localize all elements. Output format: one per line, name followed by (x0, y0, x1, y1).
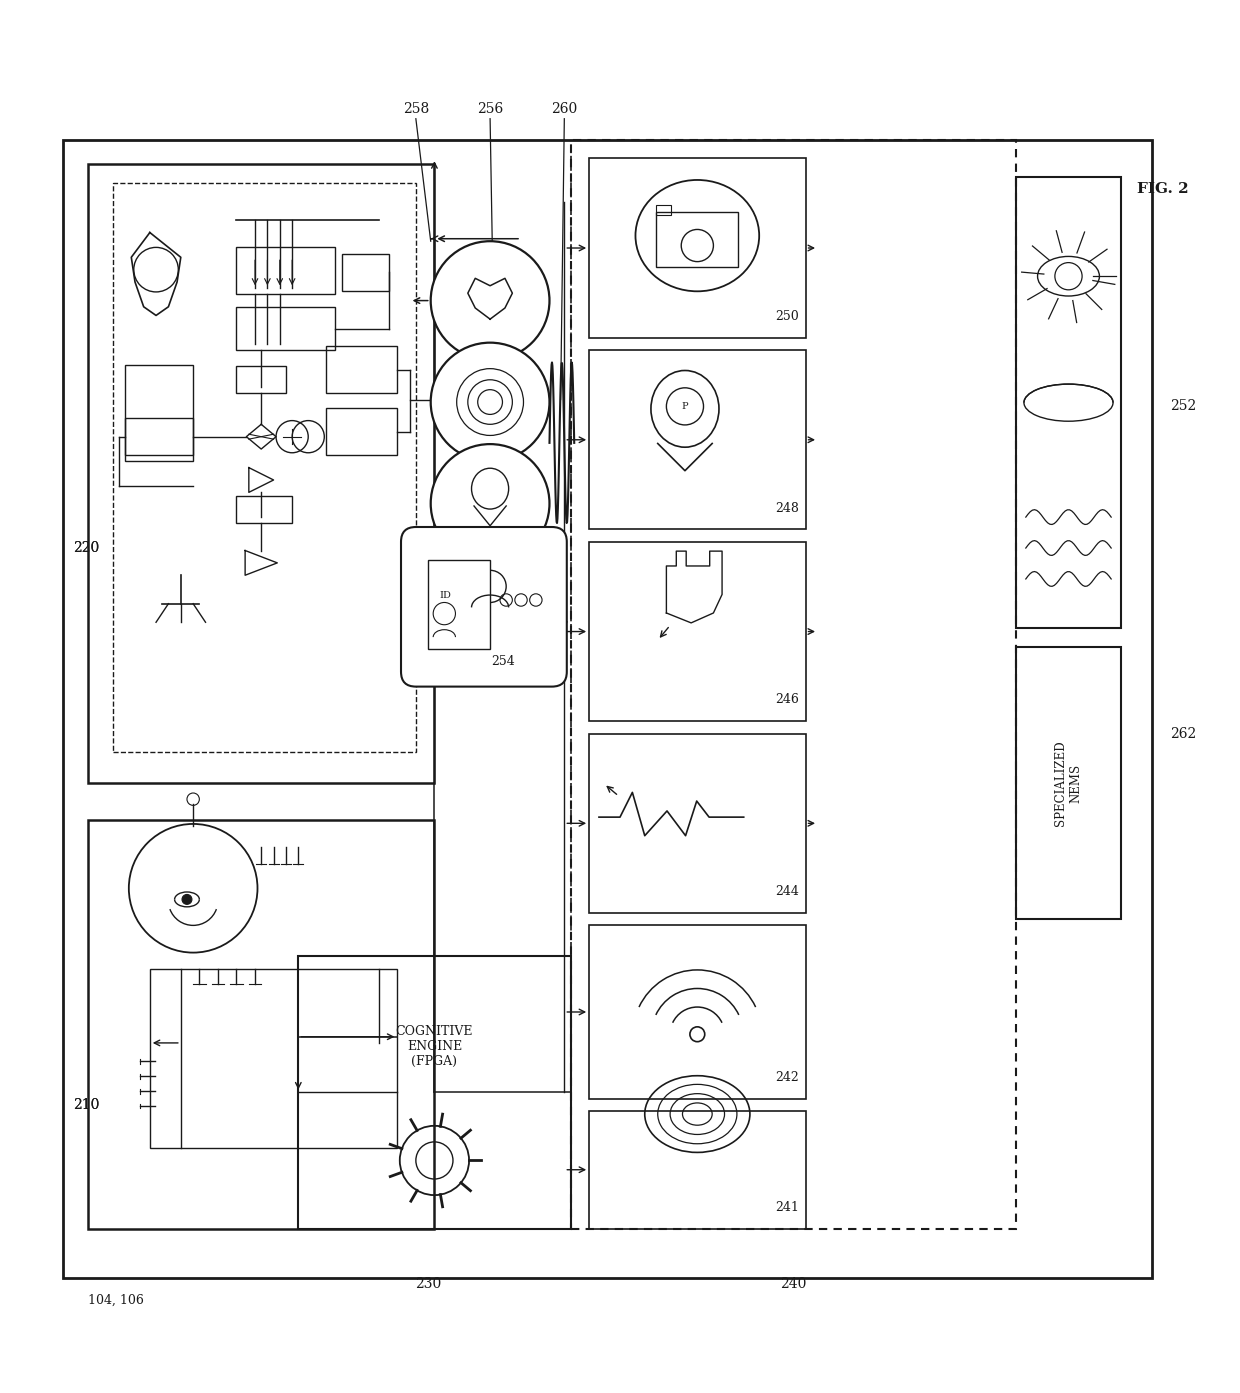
Text: 220: 220 (73, 540, 99, 554)
Text: 210: 210 (73, 1098, 99, 1112)
Text: 244: 244 (775, 885, 800, 898)
Text: SPECIALIZED
NEMS: SPECIALIZED NEMS (1054, 740, 1083, 826)
Bar (428, 560, 490, 649)
Text: COGNITIVE
ENGINE
(FPGA): COGNITIVE ENGINE (FPGA) (396, 1025, 474, 1067)
Bar (63, 139, 1152, 1277)
Bar (237, 496, 293, 524)
Text: 246: 246 (775, 694, 800, 706)
Text: 260: 260 (552, 102, 578, 116)
Text: FIG. 2: FIG. 2 (1137, 182, 1189, 196)
Circle shape (430, 546, 549, 664)
Circle shape (182, 894, 192, 904)
Circle shape (430, 343, 549, 461)
Bar (88, 164, 434, 783)
Bar (237, 366, 286, 393)
Text: 258: 258 (403, 102, 429, 116)
Circle shape (430, 241, 549, 359)
Bar (125, 365, 193, 461)
Bar (656, 205, 671, 215)
Text: 250: 250 (776, 309, 800, 323)
Bar (656, 212, 738, 266)
Bar (326, 408, 397, 456)
FancyBboxPatch shape (401, 527, 567, 687)
Text: 210: 210 (73, 1098, 99, 1112)
Text: 220: 220 (73, 540, 99, 554)
Bar (1016, 646, 1121, 919)
Bar (342, 254, 388, 291)
Bar (88, 820, 434, 1229)
Bar (237, 306, 336, 350)
Bar (326, 347, 397, 393)
Text: 254: 254 (491, 655, 515, 669)
Text: 248: 248 (775, 501, 800, 514)
Text: P: P (682, 401, 688, 411)
Text: 240: 240 (780, 1277, 806, 1291)
Text: 242: 242 (776, 1071, 800, 1084)
Text: 241: 241 (775, 1201, 800, 1213)
Bar (125, 418, 193, 456)
Text: ID: ID (439, 591, 451, 599)
Text: 230: 230 (415, 1277, 441, 1291)
Bar (589, 1112, 806, 1229)
Bar (589, 350, 806, 529)
Bar (589, 159, 806, 337)
Bar (150, 968, 397, 1148)
Text: 256: 256 (477, 102, 503, 116)
Circle shape (430, 444, 549, 563)
Bar (589, 925, 806, 1099)
Bar (589, 734, 806, 912)
Text: 252: 252 (1169, 398, 1197, 412)
Text: 262: 262 (1169, 727, 1197, 741)
Bar (113, 182, 415, 752)
Bar (299, 957, 570, 1229)
Bar (589, 542, 806, 722)
Bar (570, 139, 1016, 1229)
Bar (1016, 177, 1121, 628)
Bar (237, 248, 336, 294)
Text: 104, 106: 104, 106 (88, 1294, 144, 1307)
